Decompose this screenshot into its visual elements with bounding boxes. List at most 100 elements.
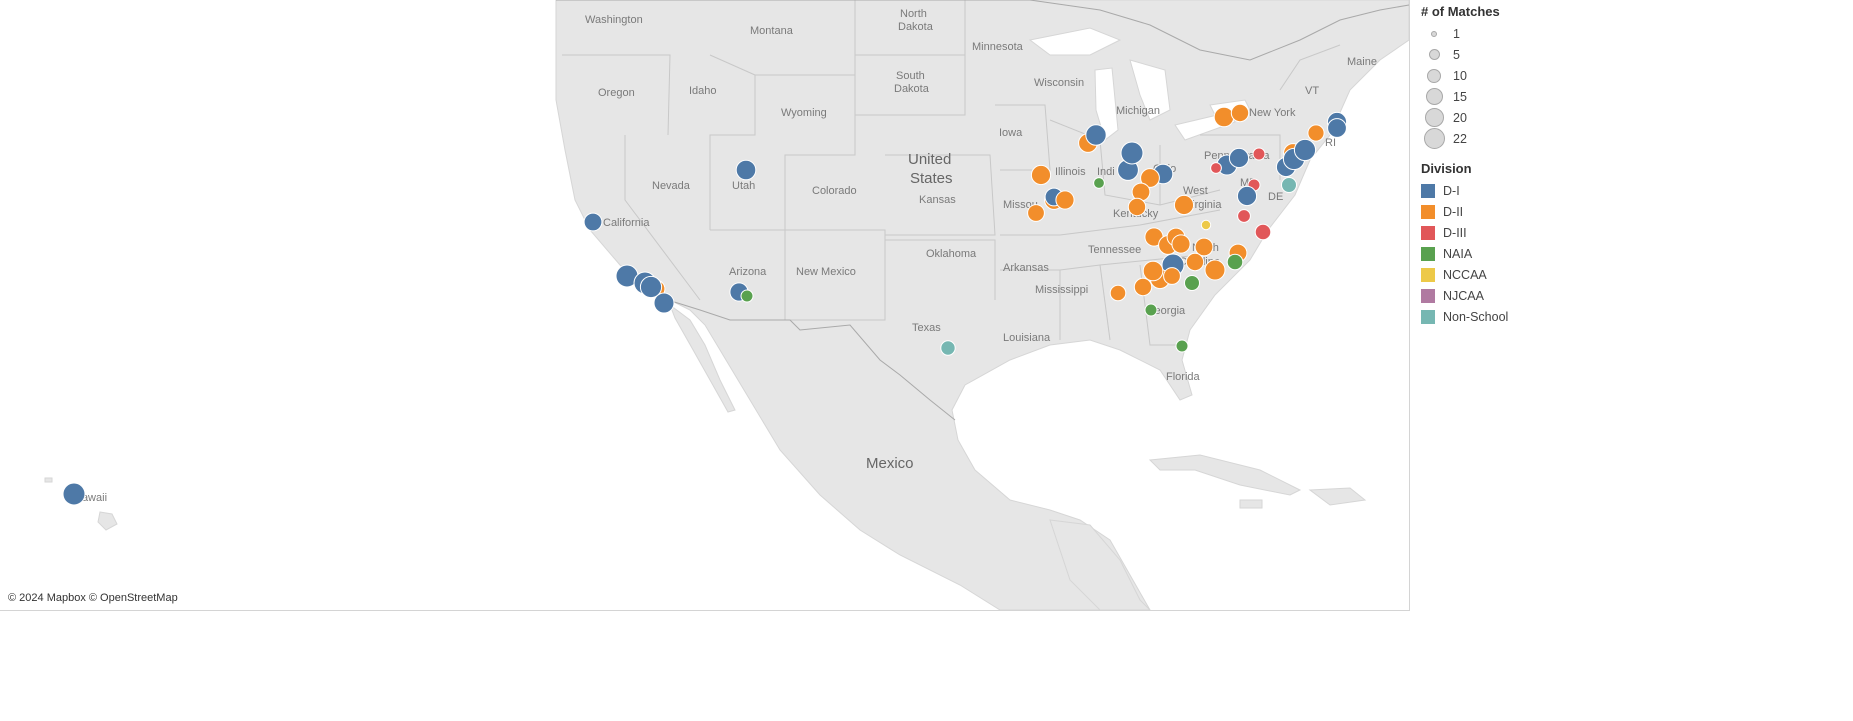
division-legend-item[interactable]: D-I xyxy=(1421,180,1641,201)
match-location-marker[interactable] xyxy=(1237,209,1251,223)
label-utah: Utah xyxy=(732,180,755,192)
division-legend-label: D-III xyxy=(1443,225,1467,240)
map-view[interactable]: Washington Montana North Dakota Minnesot… xyxy=(0,0,1410,611)
label-wisconsin: Wisconsin xyxy=(1034,77,1084,89)
label-idaho: Idaho xyxy=(689,85,717,97)
size-legend-item[interactable]: 10 xyxy=(1421,65,1641,86)
match-location-marker[interactable] xyxy=(1144,303,1158,317)
match-location-marker[interactable] xyxy=(1204,259,1226,281)
label-colorado: Colorado xyxy=(812,185,857,197)
label-north-dakota-1: North xyxy=(900,8,927,20)
label-de: DE xyxy=(1268,191,1283,203)
size-legend-item[interactable]: 1 xyxy=(1421,23,1641,44)
match-location-marker[interactable] xyxy=(1254,223,1272,241)
division-swatch xyxy=(1421,246,1435,261)
match-location-marker[interactable] xyxy=(1226,253,1244,271)
label-oregon: Oregon xyxy=(598,87,635,99)
label-louisiana: Louisiana xyxy=(1003,332,1051,344)
match-location-marker[interactable] xyxy=(1030,164,1052,186)
division-legend-label: Non-School xyxy=(1443,309,1509,324)
size-legend-label: 1 xyxy=(1453,26,1460,41)
match-location-marker[interactable] xyxy=(1163,267,1181,285)
size-legend: 1 5 10 15 20 22 xyxy=(1421,23,1641,149)
division-legend-item[interactable]: Non-School xyxy=(1421,306,1641,327)
basemap: Washington Montana North Dakota Minnesot… xyxy=(44,0,1409,610)
match-location-marker[interactable] xyxy=(1173,194,1195,216)
match-location-marker[interactable] xyxy=(1281,177,1297,193)
division-legend-item[interactable]: NAIA xyxy=(1421,243,1641,264)
match-location-marker[interactable] xyxy=(1085,124,1107,146)
label-new-mexico: New Mexico xyxy=(796,266,856,278)
legend: # of Matches 1 5 10 15 20 22 Division D-… xyxy=(1421,4,1641,327)
division-legend-label: NCCAA xyxy=(1443,267,1487,282)
jamaica xyxy=(1239,499,1263,509)
label-wyoming: Wyoming xyxy=(781,107,827,119)
match-location-marker[interactable] xyxy=(1120,141,1144,165)
land xyxy=(44,0,1409,610)
label-california: California xyxy=(603,217,650,229)
match-location-marker[interactable] xyxy=(1093,177,1105,189)
division-legend-item[interactable]: D-III xyxy=(1421,222,1641,243)
size-legend-item[interactable]: 15 xyxy=(1421,86,1641,107)
size-legend-item[interactable]: 5 xyxy=(1421,44,1641,65)
match-location-marker[interactable] xyxy=(1252,147,1266,161)
division-legend-item[interactable]: D-II xyxy=(1421,201,1641,222)
match-location-marker[interactable] xyxy=(1027,204,1045,222)
match-location-marker[interactable] xyxy=(653,292,675,314)
match-location-marker[interactable] xyxy=(1200,219,1212,231)
match-location-marker[interactable] xyxy=(1230,103,1250,123)
division-legend-label: NJCAA xyxy=(1443,288,1484,303)
label-new-york: New York xyxy=(1249,107,1296,119)
match-location-marker[interactable] xyxy=(1210,162,1222,174)
division-legend: D-I D-II D-III NAIA NCCAA NJCAA Non-Scho… xyxy=(1421,180,1641,327)
match-location-marker[interactable] xyxy=(940,340,956,356)
division-swatch xyxy=(1421,309,1435,324)
size-legend-title: # of Matches xyxy=(1421,4,1500,19)
match-location-marker[interactable] xyxy=(1327,118,1347,138)
label-states: States xyxy=(910,170,953,187)
label-maine: Maine xyxy=(1347,56,1377,68)
match-location-marker[interactable] xyxy=(1228,147,1250,169)
division-legend-label: D-II xyxy=(1443,204,1464,219)
match-location-marker[interactable] xyxy=(1140,168,1160,188)
label-united: United xyxy=(908,151,951,168)
match-location-marker[interactable] xyxy=(1133,277,1153,297)
match-location-marker[interactable] xyxy=(740,289,754,303)
match-location-marker[interactable] xyxy=(1307,124,1325,142)
division-legend-item[interactable]: NCCAA xyxy=(1421,264,1641,285)
match-location-marker[interactable] xyxy=(1184,275,1200,291)
label-arizona: Arizona xyxy=(729,266,767,278)
match-location-marker[interactable] xyxy=(1293,138,1317,162)
label-kansas: Kansas xyxy=(919,194,956,206)
division-swatch xyxy=(1421,288,1435,303)
hawaii-big-island xyxy=(97,511,118,531)
label-montana: Montana xyxy=(750,25,794,37)
match-location-marker[interactable] xyxy=(1055,190,1075,210)
label-washington: Washington xyxy=(585,14,643,26)
match-location-marker[interactable] xyxy=(583,212,603,232)
match-location-marker[interactable] xyxy=(735,159,757,181)
label-tennessee: Tennessee xyxy=(1088,244,1141,256)
map-attribution[interactable]: © 2024 Mapbox © OpenStreetMap xyxy=(8,592,178,604)
match-location-marker[interactable] xyxy=(639,275,663,299)
match-location-marker[interactable] xyxy=(1175,339,1189,353)
label-north-dakota-2: Dakota xyxy=(898,21,934,33)
label-iowa: Iowa xyxy=(999,127,1023,139)
match-location-marker[interactable] xyxy=(1236,185,1258,207)
match-location-marker[interactable] xyxy=(1109,284,1127,302)
match-location-marker[interactable] xyxy=(1142,260,1164,282)
data-points xyxy=(62,103,1348,506)
match-location-marker[interactable] xyxy=(1171,234,1191,254)
size-legend-item[interactable]: 22 xyxy=(1421,128,1641,149)
division-legend-item[interactable]: NJCAA xyxy=(1421,285,1641,306)
match-location-marker[interactable] xyxy=(1213,106,1235,128)
size-swatch xyxy=(1425,88,1443,105)
label-nevada: Nevada xyxy=(652,180,691,192)
match-location-marker[interactable] xyxy=(1194,237,1214,257)
label-arkansas: Arkansas xyxy=(1003,262,1049,274)
size-legend-item[interactable]: 20 xyxy=(1421,107,1641,128)
match-location-marker[interactable] xyxy=(1127,197,1147,217)
division-swatch xyxy=(1421,204,1435,219)
match-location-marker[interactable] xyxy=(62,482,86,506)
match-location-marker[interactable] xyxy=(1185,252,1205,272)
